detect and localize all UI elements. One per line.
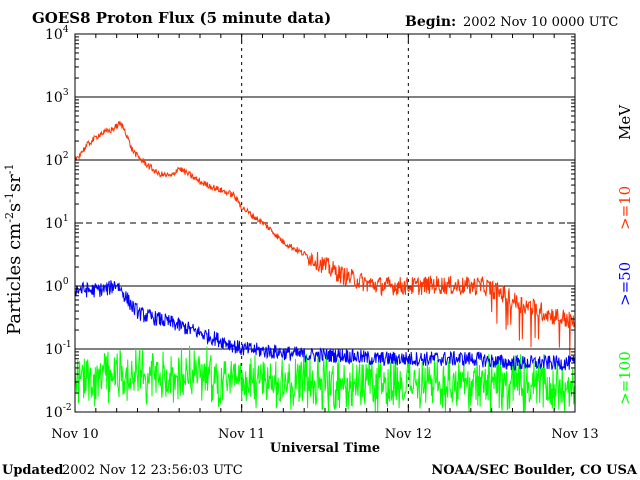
y-axis-label: Particles cm-2s-1sr-1 [3,164,25,335]
y-axis-label-exp3: -1 [3,164,16,175]
y-tick-label: 102 [45,151,69,169]
series-line [74,120,576,357]
legend-label-ge50: >=50 [616,262,634,306]
y-tick-label: 103 [45,88,69,106]
y-axis-label-sr: sr [4,174,25,192]
x-tick-label: Nov 13 [551,427,598,442]
gridlines [75,34,575,412]
series-line [74,345,576,413]
series-layer [74,120,576,413]
y-tick-label: 101 [45,214,69,232]
legend-unit-label: MeV [616,104,634,140]
x-tick-label: Nov 11 [218,427,265,442]
y-axis-label-exp2: -1 [3,192,16,203]
begin-value: 2002 Nov 10 0000 UTC [463,15,618,30]
credit: NOAA/SEC Boulder, CO USA [431,463,638,478]
x-tick-label: Nov 12 [385,427,432,442]
y-tick-label: 10-1 [45,340,72,358]
series-line [74,280,576,371]
x-tick-label: Nov 10 [51,427,98,442]
y-axis-label-s: s [4,203,25,212]
y-axis: 10-2 10-1 100 101 102 103 104 [45,25,575,421]
updated-value: 2002 Nov 12 23:56:03 UTC [62,463,243,478]
y-axis-label-base: Particles cm [4,223,25,335]
y-tick-label: 10-2 [45,403,72,421]
legend-label-ge100: >=100 [616,351,634,405]
chart-title: GOES8 Proton Flux (5 minute data) [32,9,331,27]
x-axis-label: Universal Time [270,441,380,456]
legend: MeV >=10 >=50 >=100 [616,104,634,405]
legend-label-ge10: >=10 [616,186,634,230]
updated-label: Updated [2,463,63,478]
y-tick-label: 104 [45,25,69,43]
x-axis: Nov 10 Nov 11 Nov 12 Nov 13 [51,34,599,442]
y-tick-label: 100 [45,277,69,295]
begin-label: Begin: [405,14,456,30]
y-axis-label-exp1: -2 [3,212,16,223]
